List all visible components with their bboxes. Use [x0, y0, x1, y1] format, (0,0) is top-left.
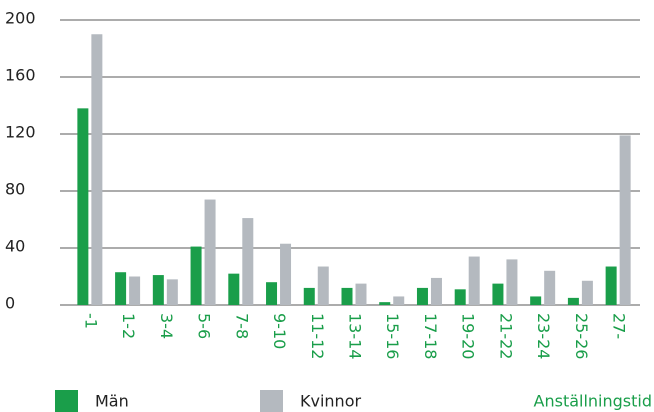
- x-tick-label: 5-6: [195, 313, 214, 339]
- y-tick-label: 0: [5, 294, 15, 313]
- x-tick-label: -1: [81, 313, 100, 329]
- bar: [581, 280, 593, 305]
- y-tick-label: 40: [5, 237, 25, 256]
- x-tick-label: 9-10: [270, 313, 289, 349]
- bar: [393, 296, 405, 305]
- bar: [303, 287, 315, 305]
- legend-swatch: [260, 390, 283, 412]
- x-axis-label: Anställningstid: [534, 392, 652, 411]
- x-tick-label: 21-22: [496, 313, 515, 360]
- bar: [280, 243, 292, 305]
- bar: [115, 272, 127, 305]
- bar: [492, 283, 504, 305]
- bar: [506, 259, 518, 305]
- bar: [317, 266, 329, 305]
- y-tick-label: 120: [5, 123, 36, 142]
- x-tick-label: 13-14: [346, 313, 365, 360]
- bar: [454, 289, 466, 305]
- bar: [152, 275, 164, 305]
- y-tick-label: 160: [5, 66, 36, 85]
- bar: [129, 276, 141, 305]
- x-tick-label: 7-8: [232, 313, 251, 339]
- x-tick-label: 11-12: [308, 313, 327, 360]
- bar: [430, 277, 442, 305]
- bar: [91, 34, 103, 305]
- x-tick-label: 15-16: [383, 313, 402, 360]
- bar: [567, 297, 579, 305]
- bar: [544, 270, 556, 305]
- bar: [468, 256, 480, 305]
- bar: [416, 287, 428, 305]
- bar: [379, 302, 391, 305]
- bar: [619, 135, 631, 305]
- legend-label: Män: [95, 392, 129, 411]
- bar: [266, 282, 278, 305]
- x-tick-label: 19-20: [459, 313, 478, 360]
- x-tick-label: 17-18: [421, 313, 440, 360]
- x-tick-label: 23-24: [534, 313, 553, 360]
- bar: [242, 218, 254, 305]
- legend-swatch: [55, 390, 78, 412]
- bar: [204, 199, 216, 305]
- bar: [190, 246, 202, 305]
- bar: [530, 296, 542, 305]
- bar: [166, 279, 178, 305]
- bar: [341, 287, 353, 305]
- bar: [228, 273, 240, 305]
- bar: [355, 283, 367, 305]
- y-tick-label: 200: [5, 9, 36, 28]
- y-tick-label: 80: [5, 180, 25, 199]
- bar: [77, 108, 89, 305]
- x-tick-label: 1-2: [119, 313, 138, 339]
- legend-label: Kvinnor: [300, 392, 361, 411]
- x-tick-label: 25-26: [572, 313, 591, 360]
- x-tick-label: 27-: [610, 313, 629, 339]
- bar: [605, 266, 617, 305]
- x-tick-label: 3-4: [157, 313, 176, 339]
